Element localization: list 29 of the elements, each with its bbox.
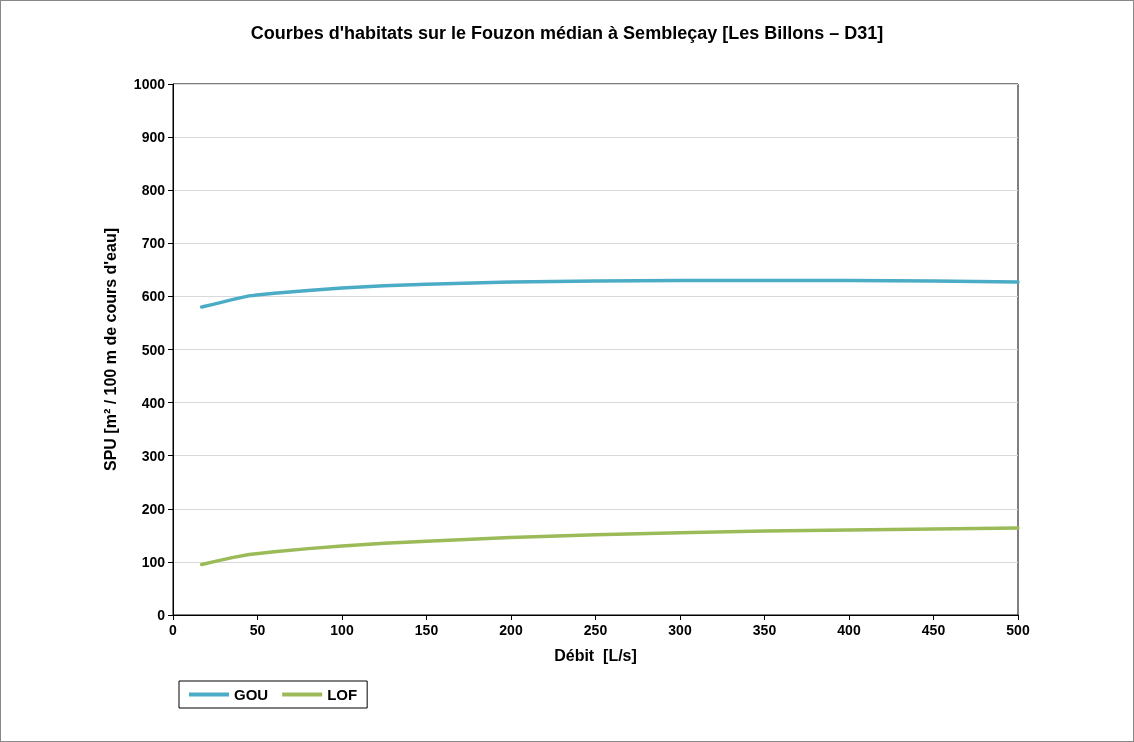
x-tick-label: 250: [583, 622, 608, 638]
y-tick-label: 300: [141, 447, 166, 464]
x-tick-label: 200: [499, 622, 523, 638]
y-tick-label: 800: [141, 182, 166, 199]
legend-label: LOF: [327, 686, 358, 703]
y-tick-label: 0: [157, 607, 166, 623]
y-tick-label: 400: [141, 394, 166, 411]
x-tick-label: 100: [330, 622, 354, 638]
y-tick-label: 200: [141, 500, 166, 517]
line-series: [199, 278, 1020, 309]
chart-title: Courbes d'habitats sur le Fouzon médian à Sembleçay [Les Billons – D31]: [250, 23, 884, 43]
y-tick-label: 1000: [133, 76, 166, 92]
x-tick-label: 350: [752, 622, 777, 638]
y-tick-label: 700: [141, 235, 166, 252]
legend-label: GOU: [234, 686, 269, 703]
line-series: [199, 526, 1020, 567]
x-axis-title: Débit [L/s]: [554, 646, 637, 664]
x-tick-label: 300: [668, 622, 692, 638]
y-axis-title: SPU [m² / 100 m de cours d'eau]: [101, 228, 119, 471]
y-tick-label: 500: [141, 341, 166, 358]
x-tick-label: 500: [1006, 622, 1030, 638]
y-tick-label: 900: [141, 129, 166, 146]
y-tick-label: 600: [141, 288, 166, 305]
x-tick-label: 450: [921, 622, 946, 638]
x-tick-label: 150: [414, 622, 439, 638]
y-tick-label: 100: [141, 553, 166, 570]
x-tick-label: 50: [249, 622, 266, 638]
x-tick-label: 400: [837, 622, 861, 638]
x-tick-label: 0: [169, 622, 178, 638]
